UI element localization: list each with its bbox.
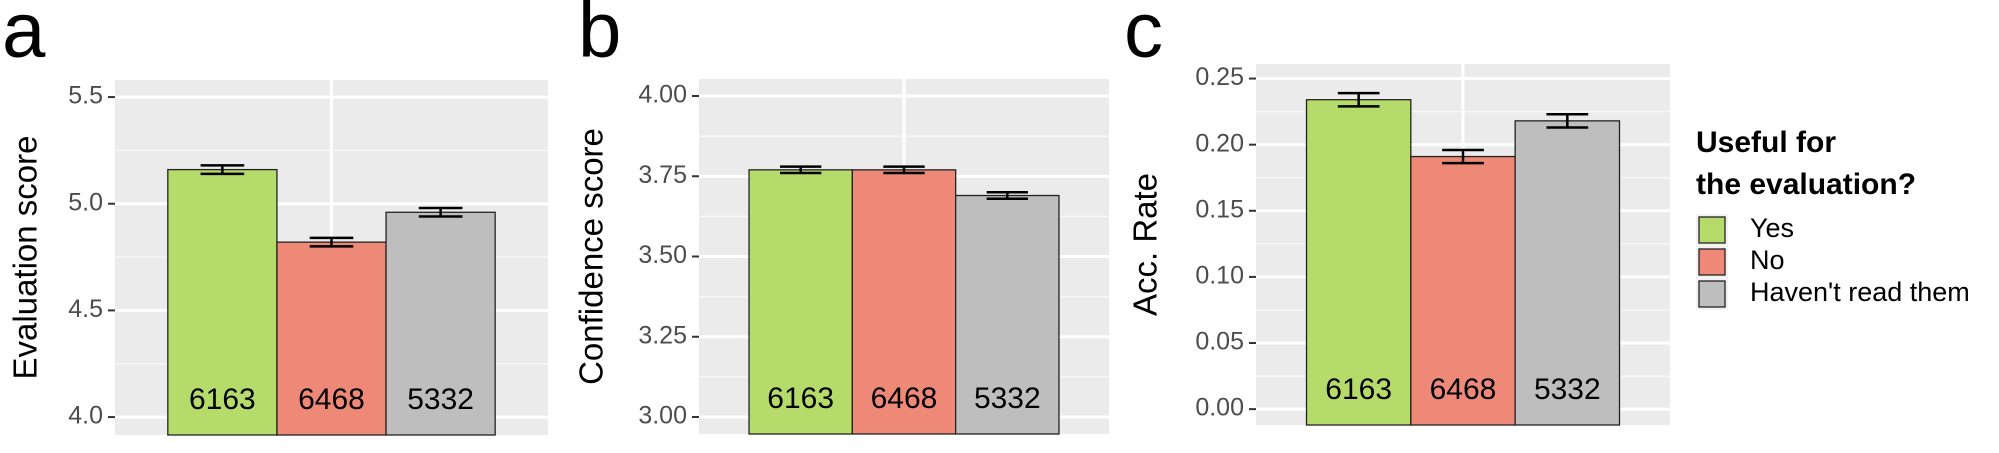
legend-label: No xyxy=(1750,245,1785,275)
count-label: 6468 xyxy=(298,383,365,416)
bar xyxy=(1305,99,1412,426)
bar xyxy=(167,168,278,436)
count-label: 5332 xyxy=(974,382,1041,415)
y-tick-label: 4.00 xyxy=(638,81,687,109)
y-tick-label: 0.20 xyxy=(1195,129,1244,157)
error-bar xyxy=(780,165,822,175)
y-tick-label: 3.25 xyxy=(638,321,687,349)
y-tick-label: 0.25 xyxy=(1195,63,1244,91)
y-tick-label: 0.10 xyxy=(1195,262,1244,290)
y-axis-title: Confidence score xyxy=(573,128,610,385)
error-bar xyxy=(883,165,925,175)
count-label: 6163 xyxy=(189,383,256,416)
bar xyxy=(385,211,496,436)
legend-swatch xyxy=(1698,216,1726,244)
legend-label: Yes xyxy=(1750,213,1794,243)
error-bar xyxy=(1442,148,1484,165)
panel-letter: c xyxy=(1124,0,1163,74)
y-axis-title: Acc. Rate xyxy=(1127,173,1164,316)
y-tick-label: 0.05 xyxy=(1195,328,1244,356)
y-tick-label: 5.5 xyxy=(68,82,103,110)
count-label: 6468 xyxy=(1430,373,1497,406)
panel-letter: a xyxy=(2,0,46,74)
panel-letter: b xyxy=(578,0,621,74)
error-bar xyxy=(1546,112,1589,129)
legend-title: the evaluation? xyxy=(1696,168,1916,201)
count-label: 6163 xyxy=(1325,373,1392,406)
y-tick-label: 5.0 xyxy=(68,188,103,216)
y-tick-label: 0.00 xyxy=(1195,394,1244,422)
bar xyxy=(1514,120,1621,426)
error-bar xyxy=(986,191,1028,200)
bar xyxy=(1410,155,1516,426)
error-bar xyxy=(309,236,354,248)
bar xyxy=(748,169,853,435)
error-bar xyxy=(1337,91,1380,108)
error-bar xyxy=(418,206,463,218)
y-tick-label: 0.15 xyxy=(1195,195,1244,223)
y-tick-label: 4.0 xyxy=(68,402,103,430)
bar xyxy=(955,194,1060,435)
bar xyxy=(851,169,957,435)
y-tick-label: 3.00 xyxy=(638,402,687,430)
count-label: 5332 xyxy=(407,383,474,416)
y-tick-label: 4.5 xyxy=(68,295,103,323)
legend-title: Useful for xyxy=(1696,126,1836,159)
legend-label: Haven't read them xyxy=(1750,277,1970,307)
count-label: 5332 xyxy=(1534,373,1601,406)
y-tick-label: 3.50 xyxy=(638,241,687,269)
y-tick-label: 3.75 xyxy=(638,161,687,189)
count-label: 6163 xyxy=(767,382,834,415)
legend-swatch xyxy=(1698,248,1726,276)
y-axis-title: Evaluation score xyxy=(7,136,44,380)
legend-swatch xyxy=(1698,280,1726,308)
count-label: 6468 xyxy=(871,382,938,415)
error-bar xyxy=(200,164,245,176)
